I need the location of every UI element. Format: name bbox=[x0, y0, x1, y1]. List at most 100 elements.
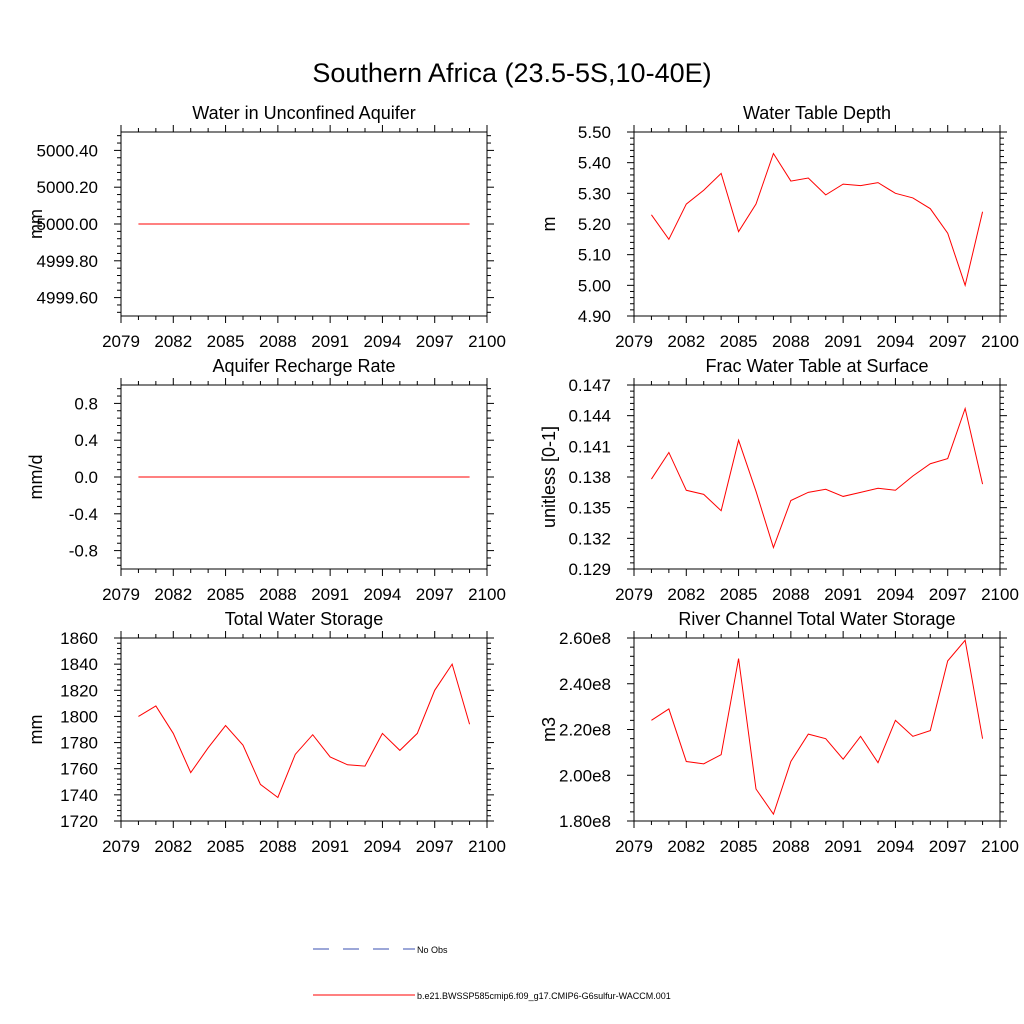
series-line bbox=[651, 406, 984, 550]
x-tick-label: 2079 bbox=[615, 585, 653, 604]
y-axis-label: mm/d bbox=[26, 455, 46, 500]
y-tick-label: 0.141 bbox=[568, 437, 611, 456]
panel-title: River Channel Total Water Storage bbox=[678, 609, 955, 629]
y-tick-label: 0.135 bbox=[568, 499, 611, 518]
x-tick-label: 2085 bbox=[207, 585, 245, 604]
x-tick-label: 2085 bbox=[207, 837, 245, 856]
y-tick-label: 0.147 bbox=[568, 376, 611, 395]
panel-title: Total Water Storage bbox=[225, 609, 383, 629]
x-tick-label: 2082 bbox=[667, 332, 705, 351]
y-tick-label: 0.144 bbox=[568, 407, 611, 426]
series-line bbox=[651, 152, 984, 288]
x-tick-label: 2100 bbox=[981, 585, 1019, 604]
panel-3: Aquifer Recharge Rate mm/d 2079 2082 2085 208… bbox=[26, 356, 506, 604]
x-tick-label: 2082 bbox=[667, 585, 705, 604]
legend-model-label: b.e21.BWSSP585cmip6.f09_g17.CMIP6-G6sulf… bbox=[417, 991, 671, 1001]
x-tick-label: 2085 bbox=[720, 585, 758, 604]
y-tick-label: 2.00e8 bbox=[559, 766, 611, 785]
x-tick-label: 2094 bbox=[364, 837, 402, 856]
x-tick-label: 2097 bbox=[416, 585, 454, 604]
y-tick-label: 2.20e8 bbox=[559, 721, 611, 740]
y-tick-label: 1860 bbox=[60, 629, 98, 648]
y-tick-label: 1760 bbox=[60, 760, 98, 779]
y-tick-label: 1780 bbox=[60, 734, 98, 753]
y-tick-label: 2.40e8 bbox=[559, 675, 611, 694]
y-tick-label: 5.50 bbox=[578, 123, 611, 142]
y-tick-label: -0.8 bbox=[69, 542, 98, 561]
plot-frame bbox=[633, 384, 1001, 570]
x-tick-label: 2085 bbox=[720, 837, 758, 856]
panel-1: Water in Unconfined Aquifer mm 2079 2082 208… bbox=[26, 103, 506, 351]
x-tick-label: 2097 bbox=[929, 837, 967, 856]
y-tick-label: 1720 bbox=[60, 812, 98, 831]
x-tick-label: 2100 bbox=[981, 332, 1019, 351]
x-tick-label: 2088 bbox=[772, 332, 810, 351]
legend: No Obs b.e21.BWSSP585cmip6.f09_g17.CMIP6… bbox=[313, 945, 671, 1001]
x-tick-label: 2088 bbox=[772, 837, 810, 856]
y-tick-label: 4999.80 bbox=[37, 252, 98, 271]
y-tick-label: 1740 bbox=[60, 786, 98, 805]
panel-4: Frac Water Table at Surface unitless [0-1… bbox=[539, 356, 1019, 604]
x-tick-label: 2079 bbox=[102, 332, 140, 351]
y-tick-label: 5.10 bbox=[578, 246, 611, 265]
x-tick-label: 2082 bbox=[667, 837, 705, 856]
y-tick-label: -0.4 bbox=[69, 505, 98, 524]
y-axis-label: mm bbox=[26, 715, 46, 745]
x-tick-label: 2079 bbox=[615, 837, 653, 856]
y-tick-label: 0.132 bbox=[568, 529, 611, 548]
y-axis-label: m bbox=[539, 217, 559, 232]
y-axis-label: mm bbox=[26, 209, 46, 239]
y-tick-label: 1.80e8 bbox=[559, 812, 611, 831]
y-axis-label: unitless [0-1] bbox=[539, 426, 559, 528]
y-tick-label: 0.129 bbox=[568, 560, 611, 579]
x-tick-label: 2082 bbox=[154, 585, 192, 604]
y-tick-label: 0.4 bbox=[74, 431, 98, 450]
y-tick-label: 5000.40 bbox=[37, 141, 98, 160]
x-tick-label: 2079 bbox=[615, 332, 653, 351]
panel-title: Frac Water Table at Surface bbox=[705, 356, 928, 376]
y-tick-label: 1840 bbox=[60, 655, 98, 674]
series-line bbox=[651, 639, 984, 816]
plot-frame bbox=[633, 131, 1001, 317]
x-tick-label: 2097 bbox=[929, 332, 967, 351]
y-tick-label: 4999.60 bbox=[37, 289, 98, 308]
x-tick-label: 2100 bbox=[468, 837, 506, 856]
panel-6: River Channel Total Water Storage m3 2079 2… bbox=[539, 609, 1019, 856]
panel-2: Water Table Depth m 2079 2082 2085 2088 2091 20… bbox=[539, 103, 1019, 351]
x-tick-label: 2091 bbox=[311, 837, 349, 856]
x-tick-label: 2079 bbox=[102, 585, 140, 604]
x-tick-label: 2085 bbox=[207, 332, 245, 351]
y-tick-label: 4.90 bbox=[578, 307, 611, 326]
x-tick-label: 2097 bbox=[416, 332, 454, 351]
panel-title: Water Table Depth bbox=[743, 103, 891, 123]
y-tick-label: 5.40 bbox=[578, 154, 611, 173]
x-tick-label: 2097 bbox=[416, 837, 454, 856]
y-tick-label: 0.138 bbox=[568, 468, 611, 487]
y-tick-label: 5000.20 bbox=[37, 178, 98, 197]
main-title: Southern Africa (23.5-5S,10-40E) bbox=[312, 58, 711, 88]
legend-obs-label: No Obs bbox=[417, 945, 448, 955]
x-tick-label: 2085 bbox=[720, 332, 758, 351]
x-tick-label: 2082 bbox=[154, 837, 192, 856]
x-tick-label: 2100 bbox=[981, 837, 1019, 856]
y-axis-label: m3 bbox=[539, 717, 559, 742]
x-tick-label: 2082 bbox=[154, 332, 192, 351]
y-tick-label: 0.0 bbox=[74, 468, 98, 487]
plot-frame bbox=[633, 637, 1001, 822]
y-tick-label: 0.8 bbox=[74, 394, 98, 413]
panel-title: Aquifer Recharge Rate bbox=[212, 356, 395, 376]
panel-title: Water in Unconfined Aquifer bbox=[192, 103, 415, 123]
x-tick-label: 2097 bbox=[929, 585, 967, 604]
x-tick-label: 2091 bbox=[311, 332, 349, 351]
series-line bbox=[138, 662, 471, 799]
x-tick-label: 2094 bbox=[877, 837, 915, 856]
x-tick-label: 2094 bbox=[364, 585, 402, 604]
x-tick-label: 2088 bbox=[259, 585, 297, 604]
y-tick-label: 2.60e8 bbox=[559, 629, 611, 648]
x-tick-label: 2091 bbox=[824, 585, 862, 604]
x-tick-label: 2091 bbox=[824, 332, 862, 351]
x-tick-label: 2088 bbox=[259, 837, 297, 856]
panel-5: Total Water Storage mm 2079 2082 2085 2088 209… bbox=[26, 609, 506, 856]
x-tick-label: 2088 bbox=[772, 585, 810, 604]
